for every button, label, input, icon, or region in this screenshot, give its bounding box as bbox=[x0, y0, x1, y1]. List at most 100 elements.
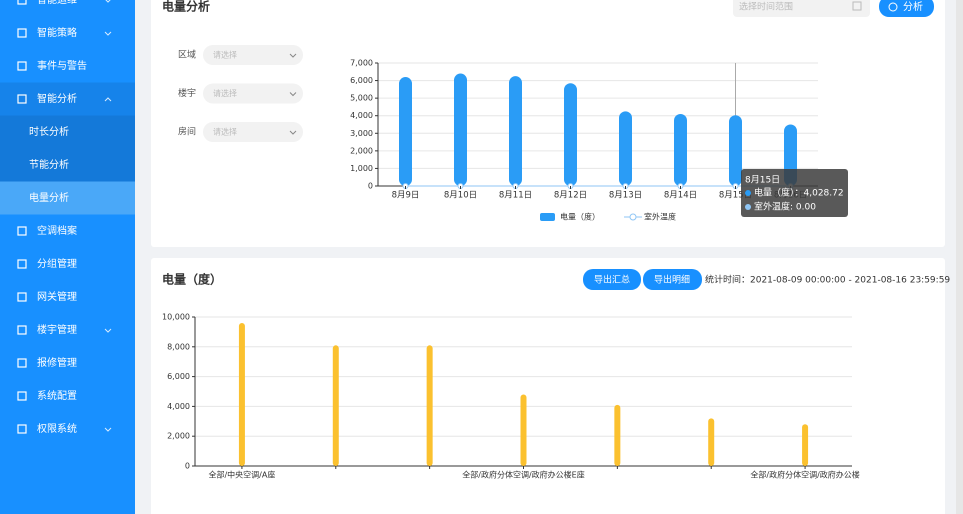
panel-title: 电量（度） bbox=[162, 272, 222, 287]
tooltip-dot bbox=[745, 204, 751, 210]
select[interactable] bbox=[203, 122, 303, 142]
bar bbox=[729, 115, 742, 186]
x-tick-label: 8月15日 bbox=[719, 191, 752, 201]
menu-icon bbox=[17, 94, 27, 104]
x-tick-label: 8月10日 bbox=[444, 191, 477, 201]
bar bbox=[564, 83, 577, 186]
legend-label[interactable]: 室外温度 bbox=[644, 212, 676, 222]
y-tick-label: 6,000 bbox=[167, 372, 190, 381]
export-summary-button[interactable] bbox=[583, 269, 641, 290]
chevron bbox=[105, 0, 111, 3]
menu-item[interactable]: 时长分析 bbox=[29, 125, 69, 138]
select[interactable] bbox=[203, 45, 303, 65]
menu-item[interactable]: 智能运维 bbox=[37, 0, 77, 6]
y-tick-label: 5,000 bbox=[350, 94, 373, 103]
select-placeholder: 请选择 bbox=[213, 127, 237, 137]
bar bbox=[509, 76, 522, 186]
y-tick-label: 10,000 bbox=[162, 313, 190, 322]
bar bbox=[238, 322, 245, 466]
bar bbox=[454, 73, 467, 186]
menu-icon bbox=[17, 325, 27, 335]
button-label: 导出明细 bbox=[654, 274, 690, 286]
tooltip-line: 电量（度）：4,028.72 bbox=[754, 187, 844, 199]
menu-item[interactable]: 智能策略 bbox=[37, 26, 77, 39]
bar bbox=[426, 345, 433, 466]
bar bbox=[614, 404, 621, 466]
menu-item[interactable]: 分组管理 bbox=[37, 257, 77, 270]
y-tick-label: 3,000 bbox=[350, 129, 373, 138]
menu-highlight bbox=[0, 82, 135, 116]
y-tick-label: 2,000 bbox=[350, 146, 373, 155]
x-tick-label: 8月9日 bbox=[392, 191, 420, 201]
tooltip bbox=[741, 169, 848, 217]
y-tick-label: 0 bbox=[185, 462, 190, 471]
menu-item[interactable]: 网关管理 bbox=[37, 290, 77, 303]
y-tick-label: 4,000 bbox=[167, 402, 190, 411]
menu-item[interactable]: 智能分析 bbox=[37, 92, 77, 105]
y-tick-label: 2,000 bbox=[167, 432, 190, 441]
y-tick-label: 0 bbox=[368, 182, 373, 191]
x-tick-label: 8月11日 bbox=[499, 191, 532, 201]
menu-item[interactable]: 空调档案 bbox=[37, 224, 77, 237]
chevron bbox=[289, 53, 297, 58]
chevron bbox=[104, 328, 112, 333]
menu-icon bbox=[17, 226, 27, 236]
select-placeholder: 请选择 bbox=[213, 88, 237, 98]
menu-highlight bbox=[0, 115, 135, 149]
menu-icon bbox=[17, 259, 27, 269]
menu-icon bbox=[17, 292, 27, 302]
bar bbox=[708, 418, 715, 466]
x-tick-label: 8月14日 bbox=[664, 191, 697, 201]
menu-highlight bbox=[0, 181, 135, 215]
menu-item[interactable]: 节能分析 bbox=[29, 158, 69, 171]
menu-item[interactable]: 系统配置 bbox=[37, 389, 77, 402]
menu-item[interactable]: 权限系统 bbox=[37, 422, 77, 435]
chevron bbox=[104, 97, 112, 102]
x-tick-label: 全部/中央空调/A座 bbox=[208, 470, 275, 480]
button-label: 分析 bbox=[903, 0, 923, 13]
panel-title: 电量分析 bbox=[162, 0, 210, 14]
button-label: 导出汇总 bbox=[594, 274, 630, 286]
y-tick-label: 6,000 bbox=[350, 76, 373, 85]
chevron bbox=[104, 31, 112, 36]
menu-icon bbox=[17, 424, 27, 434]
y-tick-label: 1,000 bbox=[350, 164, 373, 173]
bar bbox=[399, 77, 412, 186]
menu-icon bbox=[17, 358, 27, 368]
select-placeholder: 请选择 bbox=[213, 50, 237, 60]
select[interactable] bbox=[203, 83, 303, 104]
menu-icon bbox=[17, 0, 27, 5]
calendar-icon bbox=[852, 1, 862, 11]
legend-label[interactable]: 电量（度） bbox=[560, 212, 600, 222]
y-tick-label: 4,000 bbox=[350, 111, 373, 120]
x-tick-label: 8月13日 bbox=[609, 191, 642, 201]
sidebar bbox=[0, 0, 135, 514]
menu-item[interactable]: 事件与警告 bbox=[37, 59, 87, 72]
tooltip-title: 8月15日 bbox=[745, 175, 780, 186]
tooltip-dot bbox=[745, 190, 751, 196]
menu-item[interactable]: 楼宇管理 bbox=[37, 323, 77, 336]
chevron bbox=[289, 92, 297, 97]
x-tick-label: 8月12日 bbox=[554, 191, 587, 201]
menu-icon bbox=[17, 61, 27, 71]
x-tick-label: 全部/政府分体空调/政府办公楼 bbox=[750, 470, 859, 480]
bar bbox=[802, 424, 809, 466]
legend-swatch bbox=[540, 213, 555, 221]
date-picker[interactable] bbox=[733, 0, 870, 17]
menu-item[interactable]: 电量分析 bbox=[29, 191, 69, 204]
bar bbox=[619, 111, 632, 186]
chevron bbox=[289, 130, 297, 135]
button-icon bbox=[888, 2, 898, 12]
menu-icon bbox=[17, 28, 27, 38]
menu-item[interactable]: 报修管理 bbox=[37, 356, 77, 369]
y-tick-label: 7,000 bbox=[350, 59, 373, 68]
export-detail-button[interactable] bbox=[643, 269, 702, 290]
bar bbox=[520, 394, 527, 466]
analyze-button[interactable] bbox=[879, 0, 934, 17]
filter-label: 区域 bbox=[178, 49, 196, 61]
y-tick-label: 8,000 bbox=[167, 342, 190, 351]
menu-highlight bbox=[0, 148, 135, 182]
x-tick-label: 全部/政府分体空调/政府办公楼E座 bbox=[462, 470, 584, 480]
bar bbox=[332, 345, 339, 466]
